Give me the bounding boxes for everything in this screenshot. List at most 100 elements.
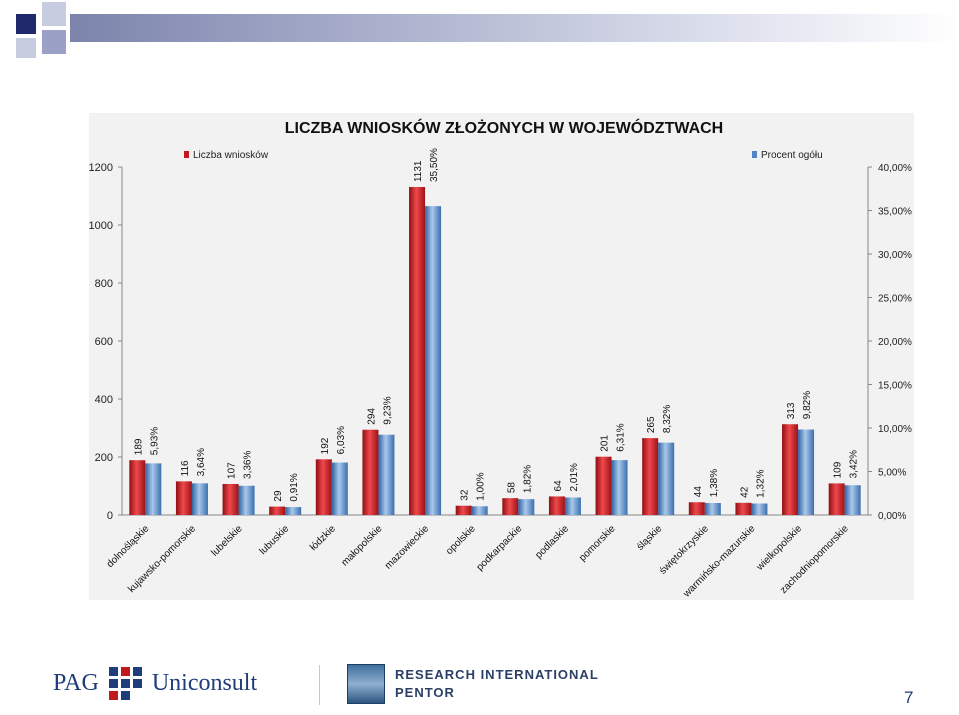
bar-count xyxy=(782,424,799,515)
data-label-count: 58 xyxy=(506,482,517,494)
right-tick-label: 30,00% xyxy=(878,250,912,261)
pag-logo-text: PAG xyxy=(53,669,99,696)
ri-emblem-icon xyxy=(347,664,385,704)
data-label-count: 294 xyxy=(366,408,377,425)
bar-count xyxy=(362,429,379,515)
pag-uniconsult-logo: PAG Uniconsult xyxy=(53,663,257,703)
footer-divider xyxy=(319,665,320,705)
page-number: 7 xyxy=(904,688,914,707)
category-label: małopolskie xyxy=(339,523,384,568)
bar-percent xyxy=(238,485,255,515)
data-label-percent: 8,32% xyxy=(662,405,673,433)
bar-percent xyxy=(378,434,395,515)
header-gradient-bar xyxy=(70,14,959,42)
right-tick-label: 15,00% xyxy=(878,381,912,392)
data-label-percent: 9,82% xyxy=(802,391,813,419)
category-label: lubelskie xyxy=(209,523,245,559)
bar-count xyxy=(502,498,519,515)
legend-swatch-count xyxy=(184,151,189,158)
right-tick-label: 40,00% xyxy=(878,163,912,174)
data-label-percent: 2,01% xyxy=(569,463,580,491)
data-label-percent: 1,32% xyxy=(755,469,766,497)
header-mid-square xyxy=(42,30,66,54)
category-label: wielkopolskie xyxy=(754,523,804,573)
header-light-square xyxy=(16,38,36,58)
category-label: lubuskie xyxy=(258,523,292,557)
pag-dots-icon xyxy=(108,666,142,700)
bar-count xyxy=(129,460,146,515)
right-tick-label: 5,00% xyxy=(878,468,906,479)
data-label-percent: 1,82% xyxy=(522,465,533,493)
data-label-count: 64 xyxy=(553,480,564,492)
left-tick-label: 200 xyxy=(95,452,113,464)
header-dark-square xyxy=(16,14,36,34)
research-international-logo: RESEARCH INTERNATIONAL PENTOR xyxy=(347,664,599,704)
bar-count xyxy=(642,438,659,515)
bar-percent xyxy=(425,206,442,515)
data-label-count: 107 xyxy=(227,462,238,479)
data-label-count: 313 xyxy=(786,402,797,419)
data-label-percent: 3,42% xyxy=(849,450,860,478)
bar-count xyxy=(688,502,705,515)
bar-percent xyxy=(518,499,535,515)
legend-label-percent: Procent ogółu xyxy=(761,150,823,161)
category-label: pomorskie xyxy=(577,523,618,564)
bar-percent xyxy=(564,497,581,515)
right-tick-label: 0,00% xyxy=(878,511,906,522)
bar-count xyxy=(548,496,565,515)
uniconsult-logo-text: Uniconsult xyxy=(151,669,258,696)
data-label-percent: 9,23% xyxy=(382,396,393,424)
data-label-count: 189 xyxy=(133,438,144,455)
data-label-count: 116 xyxy=(180,460,191,476)
data-label-percent: 1,38% xyxy=(709,469,720,497)
data-label-percent: 3,64% xyxy=(196,448,207,476)
data-label-percent: 35,50% xyxy=(429,148,440,182)
bar-percent xyxy=(331,462,348,515)
right-tick-label: 35,00% xyxy=(878,207,912,218)
left-tick-label: 600 xyxy=(95,336,113,348)
data-label-percent: 6,31% xyxy=(616,423,627,451)
right-tick-label: 10,00% xyxy=(878,424,912,435)
bar-count xyxy=(595,456,612,515)
data-label-count: 109 xyxy=(833,461,844,478)
data-label-percent: 3,36% xyxy=(243,451,254,479)
category-label: podlaskie xyxy=(533,523,571,561)
bar-percent xyxy=(844,485,861,515)
data-label-count: 32 xyxy=(460,489,471,501)
category-label: dolnośląskie xyxy=(105,523,152,570)
left-tick-label: 0 xyxy=(107,510,113,522)
category-label: opolskie xyxy=(444,523,478,557)
bar-percent xyxy=(285,507,302,515)
bar-count xyxy=(455,505,472,515)
data-label-percent: 6,03% xyxy=(336,426,347,454)
chart-area xyxy=(89,113,914,600)
bar-percent xyxy=(471,506,488,515)
chart-title: LICZBA WNIOSKÓW ZŁOŻONYCH W WOJEWÓDZTWAC… xyxy=(285,118,723,137)
ri-logo-line2: PENTOR xyxy=(395,685,455,700)
category-label: mazowieckie xyxy=(383,523,432,572)
data-label-count: 265 xyxy=(646,416,657,433)
left-tick-label: 800 xyxy=(95,278,113,290)
legend-label-count: Liczba wniosków xyxy=(193,150,269,161)
bar-percent xyxy=(798,429,815,515)
data-label-count: 201 xyxy=(600,435,611,452)
category-label: podkarpackie xyxy=(475,523,525,573)
bar-count xyxy=(409,187,426,515)
ri-logo-line1: RESEARCH INTERNATIONAL xyxy=(395,667,599,682)
bar-percent xyxy=(658,442,675,515)
bar-count xyxy=(269,506,286,515)
data-label-percent: 5,93% xyxy=(149,427,160,455)
data-label-count: 44 xyxy=(693,486,704,498)
bar-percent xyxy=(704,502,721,515)
header-light-square xyxy=(42,2,66,26)
right-tick-label: 20,00% xyxy=(878,337,912,348)
data-label-percent: 1,00% xyxy=(476,472,487,500)
data-label-count: 29 xyxy=(273,490,284,502)
left-tick-label: 1200 xyxy=(89,162,113,174)
left-tick-label: 400 xyxy=(95,394,113,406)
bar-percent xyxy=(611,460,628,515)
left-tick-label: 1000 xyxy=(89,220,113,232)
bar-count xyxy=(222,483,239,515)
bar-count xyxy=(175,481,192,515)
